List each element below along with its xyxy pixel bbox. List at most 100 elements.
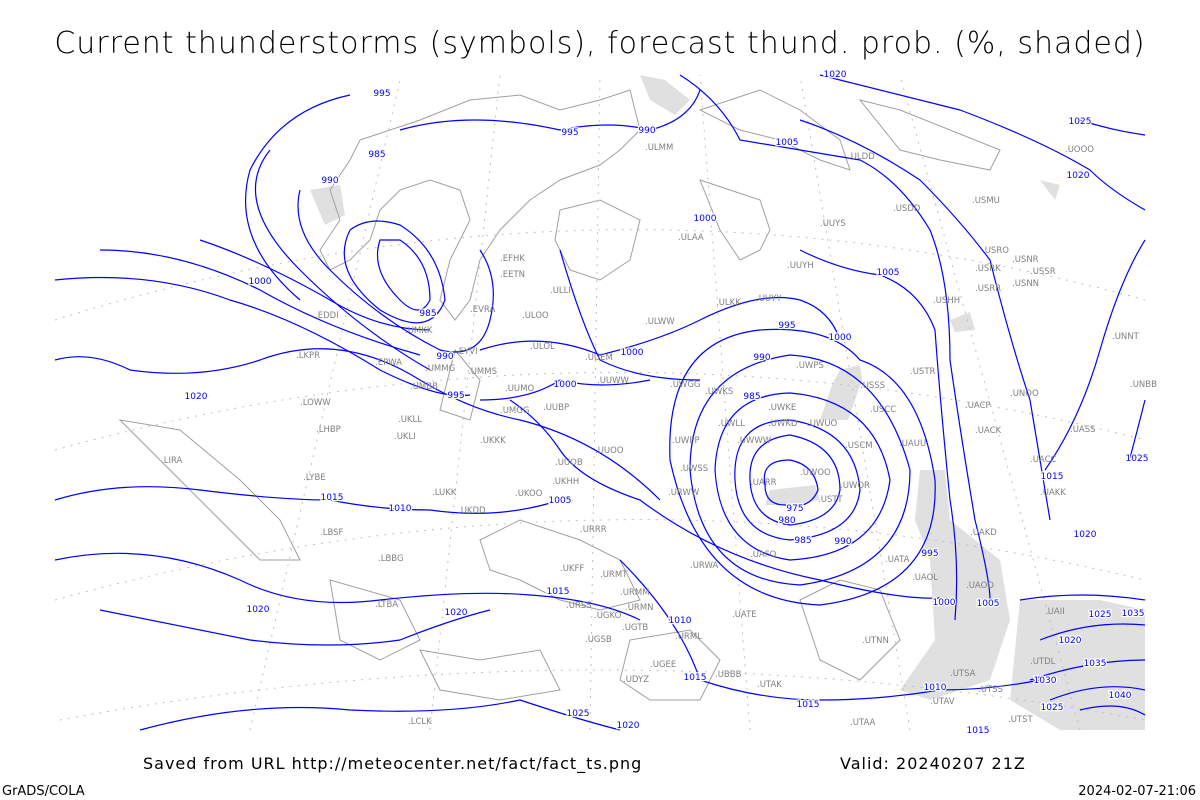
station-label: .LUKK (432, 488, 457, 498)
station-label: .UAII (1045, 607, 1065, 617)
station-label: .UUYS (820, 219, 846, 229)
station-label: .UKHH (552, 477, 579, 487)
isobar-label: 1000 (249, 277, 272, 287)
station-labels: .ULLI .ULOO .ULOL .UUEM .UUWW .ULWW .ULAA .ULKK… (161, 143, 1157, 728)
isobar-label: 1020 (617, 721, 640, 731)
station-label: .UUEM (585, 353, 613, 363)
isobar-label: 1030 (1034, 676, 1057, 686)
station-label: .EPWA (375, 358, 402, 368)
station-label: .EYVI (456, 347, 478, 357)
station-label: .USTT (818, 495, 843, 505)
isobar-label: 1025 (567, 709, 590, 719)
station-label: .URMM (620, 588, 650, 598)
station-label: .UKOO (515, 489, 543, 499)
station-label: .UWKS (705, 387, 733, 397)
station-label: .USSR (1030, 267, 1056, 277)
isobar-label: 1020 (247, 605, 270, 615)
isobar-label: 985 (368, 150, 385, 160)
isobar-label: 1015 (547, 587, 570, 597)
valid-time: Valid: 20240207 21Z (840, 754, 1026, 773)
station-label: .UGEE (650, 660, 676, 670)
station-label: .USSS (860, 381, 885, 391)
isobar-label: 1005 (776, 138, 799, 148)
station-label: .UTAV (930, 697, 955, 707)
isobar-label: 1010 (389, 504, 412, 514)
station-label: .EVRA (470, 305, 495, 315)
station-label: .UUWW (597, 376, 630, 386)
station-label: .UUBP (543, 403, 569, 413)
isobar-label: 1000 (554, 380, 577, 390)
station-label: .UWKD (768, 419, 798, 429)
isobar-label: 1025 (1041, 703, 1064, 713)
isobar-label: 1000 (694, 214, 717, 224)
station-label: .UUOB (555, 458, 583, 468)
station-label: .UBBB (715, 670, 742, 680)
isobar-label: 1025 (1089, 610, 1112, 620)
station-label: .UWLL (718, 419, 745, 429)
isobar-label: 1020 (1074, 530, 1097, 540)
station-label: .USDD (893, 204, 921, 214)
saved-from-url: Saved from URL http://meteocenter.net/fa… (143, 754, 643, 773)
station-label: .UTDL (1030, 657, 1056, 667)
isobar-label: 980 (778, 516, 795, 526)
station-label: .UNOO (1010, 389, 1039, 399)
station-label: .UARR (750, 478, 777, 488)
isobar-label: 1015 (684, 673, 707, 683)
station-label: .UUYY (756, 294, 782, 304)
station-label: .UAOO (966, 581, 994, 591)
isobar-label: 1020 (185, 392, 208, 402)
station-label: .UACC (1030, 455, 1057, 465)
isobar-label: 1005 (877, 268, 900, 278)
station-label: .URRR (580, 525, 607, 535)
station-label: .UTSS (978, 685, 1003, 695)
station-label: .UASS (1070, 425, 1096, 435)
isobar-label: 990 (321, 176, 338, 186)
station-label: .USCM (845, 441, 873, 451)
station-label: .UKDD (458, 506, 486, 516)
station-label: .URMN (625, 603, 654, 613)
isobar-label: 1040 (1109, 691, 1132, 701)
isobar-label: 985 (743, 392, 760, 402)
station-label: .UAKK (1040, 488, 1066, 498)
isobar-label: 1015 (967, 726, 990, 736)
station-label: .ULKK (716, 298, 741, 308)
station-label: .ULOL (530, 342, 555, 352)
station-label: .URMT (600, 570, 628, 580)
station-label: .UWOR (840, 481, 870, 491)
isobar-label: 1000 (829, 333, 852, 343)
station-label: .UACP (965, 401, 991, 411)
isobar-label: 1035 (1084, 659, 1107, 669)
generated-timestamp: 2024-02-07-21:06 (1078, 784, 1196, 799)
coastlines (118, 89, 1001, 701)
isobar-label: 1020 (1059, 636, 1082, 646)
station-label: .LBBG (378, 554, 404, 564)
isobar-label: 975 (786, 504, 803, 514)
isobar-label: 995 (447, 391, 464, 401)
station-label: .LKPR (296, 351, 320, 361)
station-label: .LCLK (408, 717, 432, 727)
station-label: .UTAK (757, 680, 782, 690)
isobar-label: 985 (419, 309, 436, 319)
station-label: .UGTB (622, 623, 648, 633)
station-label: .LHBP (316, 425, 341, 435)
isobar-label: 1020 (1067, 171, 1090, 181)
station-label: .LTBA (375, 600, 398, 610)
station-label: .UWOO (800, 468, 831, 478)
station-label: .UMBB (410, 382, 438, 392)
station-label: .UKFF (560, 564, 584, 574)
isobar-label: 1020 (445, 608, 468, 618)
thunderstorm-probability-shading (310, 75, 1145, 730)
isobar-label: 995 (561, 128, 578, 138)
software-credit: GrADS/COLA (2, 784, 85, 799)
station-label: .UWPS (796, 361, 824, 371)
station-label: .UDYZ (623, 675, 649, 685)
isobar-label: 1015 (797, 700, 820, 710)
station-label: .LBSF (320, 528, 344, 538)
isobar-label: 990 (753, 353, 770, 363)
isobar-label: 1005 (977, 599, 1000, 609)
station-label: .URML (675, 632, 702, 642)
station-label: .ULMM (645, 143, 673, 153)
station-label: .UAFO (750, 550, 777, 560)
station-label: .UKLL (398, 415, 422, 425)
